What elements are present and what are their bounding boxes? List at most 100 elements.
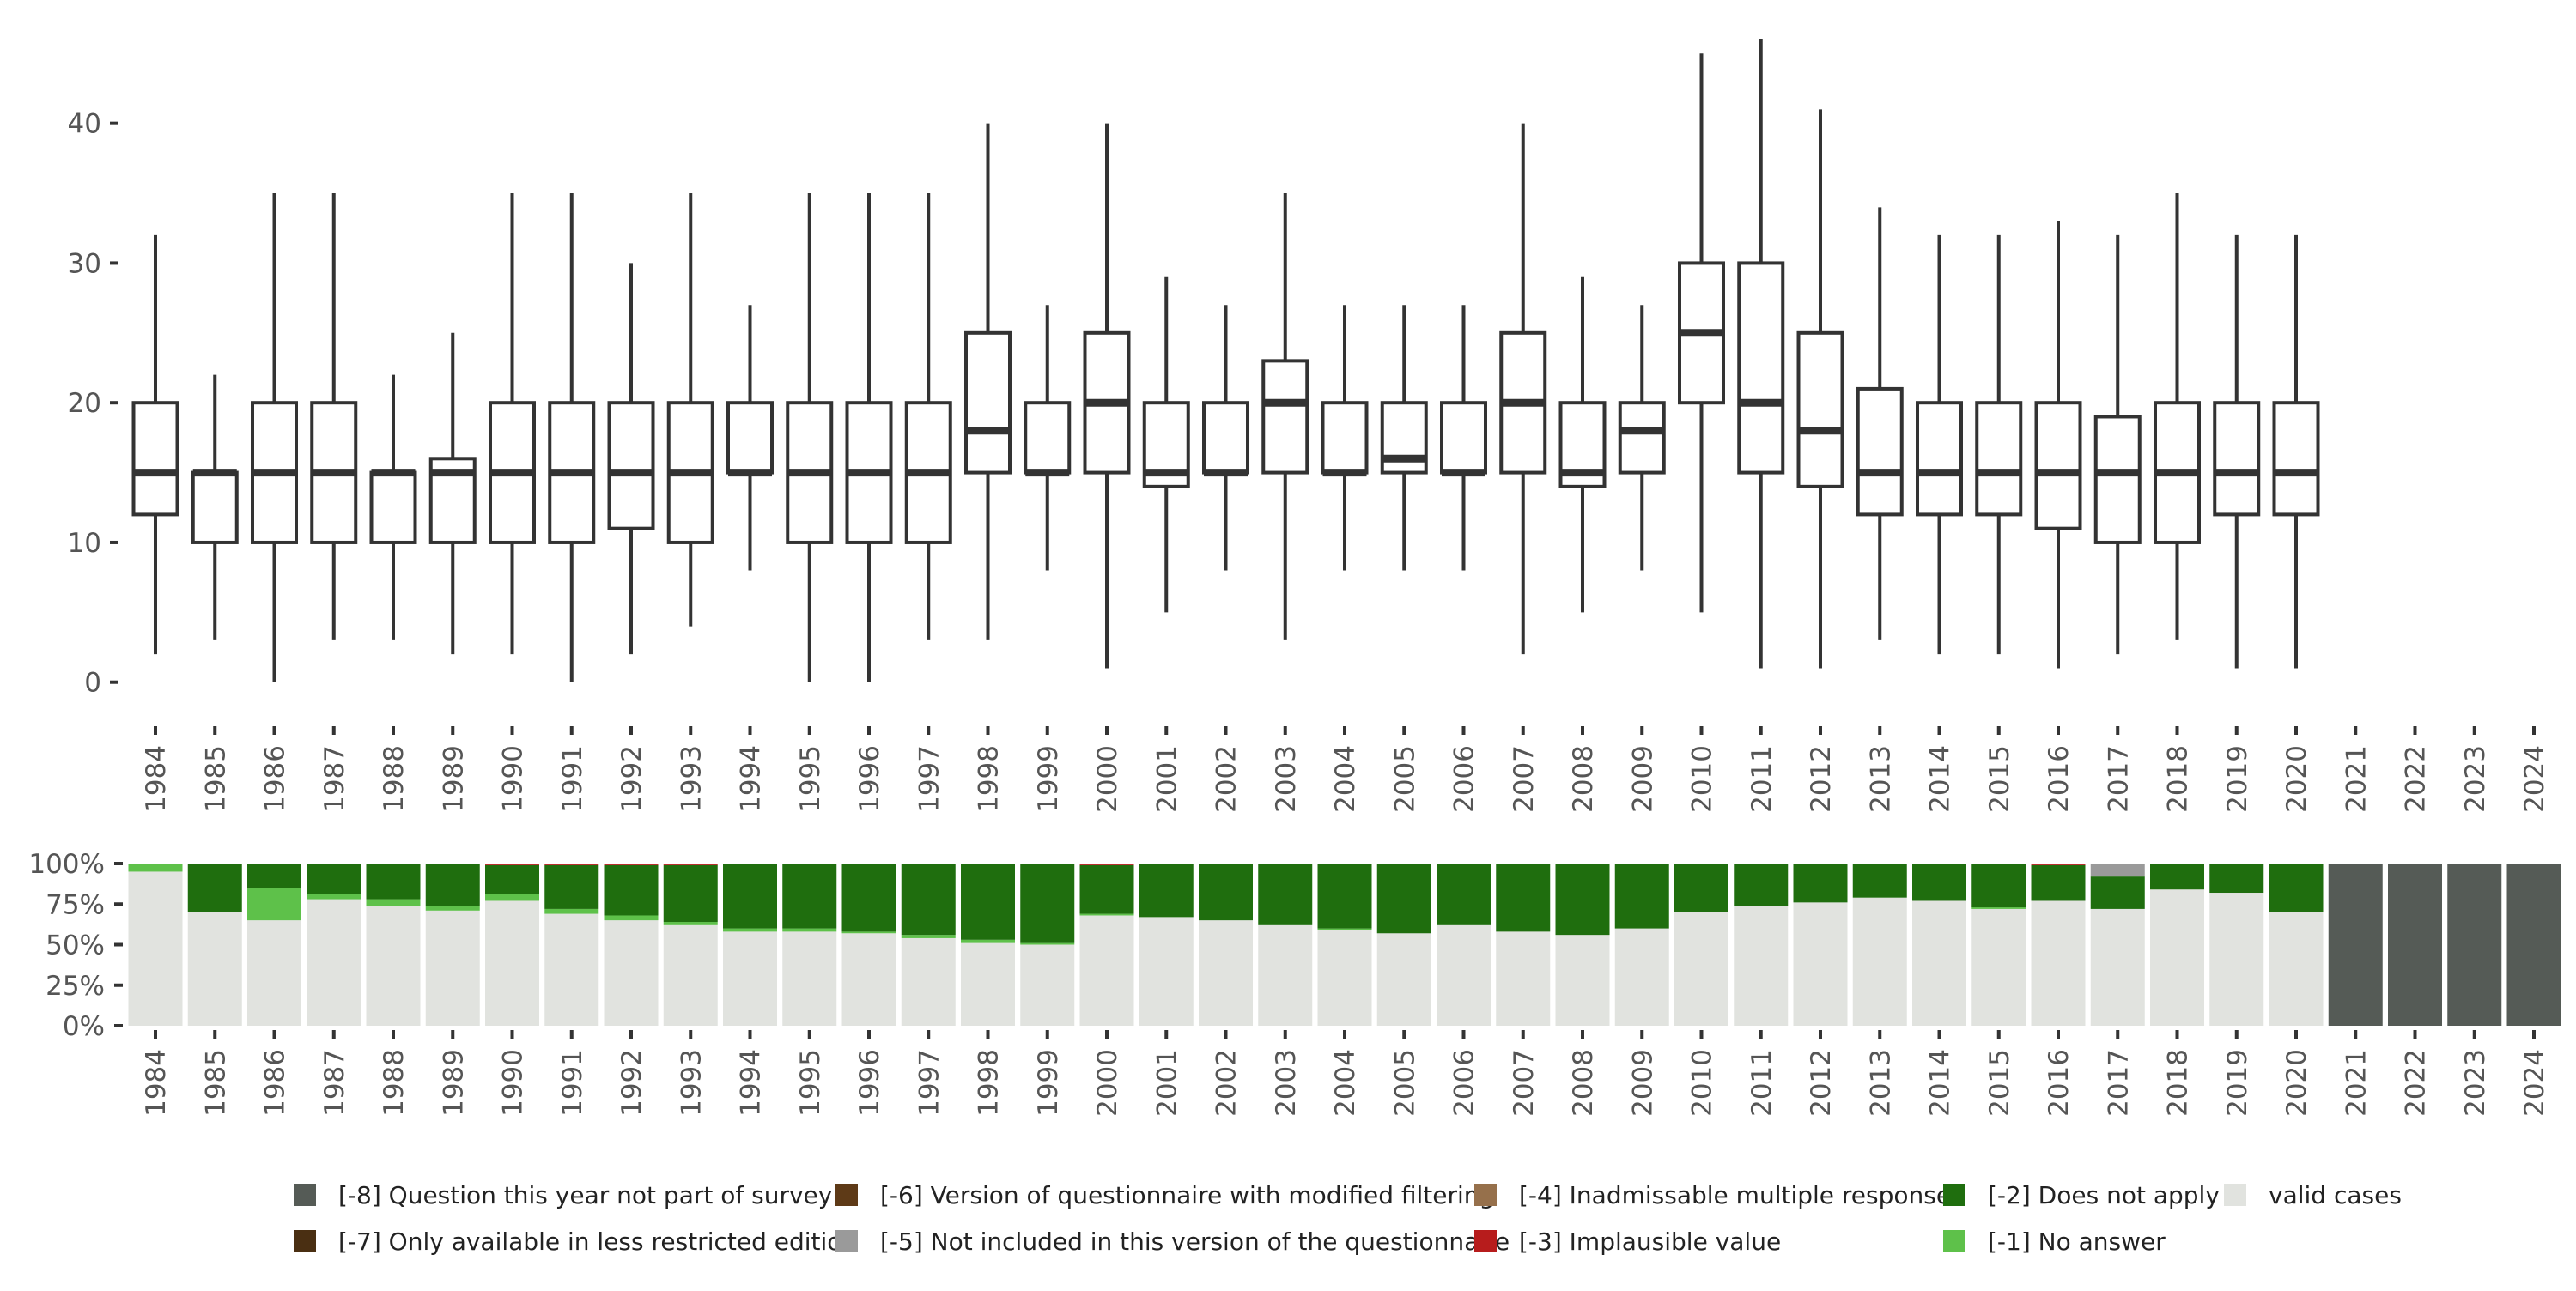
box-iqr (2093, 415, 2142, 544)
x-tick-label: 2018 (2163, 1049, 2194, 1117)
bar-segment (663, 922, 718, 925)
bar-segment (247, 920, 301, 1026)
x-tick-label: 2016 (2044, 745, 2075, 813)
bar-segment (1674, 912, 1728, 1026)
x-tick-label: 1990 (498, 1049, 529, 1117)
box-iqr (1261, 359, 1309, 475)
bar-segment (1555, 935, 1610, 1026)
bar-segment (1614, 928, 1669, 1026)
x-tick-label: 2007 (1509, 745, 1540, 813)
bar-segment (663, 864, 718, 923)
bar-segment (1971, 908, 2026, 1026)
legend-swatch (1943, 1230, 1965, 1252)
bar-segment (485, 900, 539, 1026)
bar-segment (604, 864, 659, 865)
bar-segment (366, 864, 421, 900)
x-tick-label: 1997 (914, 1049, 945, 1117)
x-tick-label: 1985 (200, 745, 231, 813)
bar-segment (2150, 889, 2204, 1026)
x-tick-label: 1998 (974, 1049, 1005, 1117)
bar-segment (1496, 931, 1551, 1026)
legend-swatch (1474, 1184, 1497, 1206)
bar-segment (2031, 900, 2086, 1026)
box-iqr (1024, 401, 1072, 475)
box-iqr (1202, 401, 1249, 475)
x-tick-label: 2009 (1627, 1049, 1658, 1117)
x-tick-label: 1993 (676, 745, 707, 813)
x-tick-label: 2001 (1151, 1049, 1182, 1117)
x-tick-label: 2018 (2163, 745, 2194, 813)
legend-swatch (1474, 1230, 1497, 1252)
box-iqr (2272, 401, 2320, 517)
bar-segment (1079, 864, 1134, 914)
bar-segment (1079, 913, 1134, 916)
bar-segment (2269, 912, 2324, 1026)
x-tick-label: 1988 (379, 745, 410, 813)
x-tick-label: 1988 (379, 1049, 410, 1117)
x-tick-label: 1997 (914, 745, 945, 813)
x-tick-label: 2010 (1687, 1049, 1718, 1117)
bar-segment (604, 920, 659, 1026)
y-tick-label: 100% (28, 849, 105, 880)
bar-segment (2090, 864, 2145, 877)
bar-segment (425, 864, 480, 906)
bar-segment (1555, 864, 1610, 936)
bar-segment (961, 942, 1015, 1026)
x-tick-label: 2003 (1271, 1049, 1302, 1117)
y-tick-label: 0 (84, 668, 101, 699)
y-tick-label: 20 (68, 388, 101, 419)
x-tick-label: 1990 (498, 745, 529, 813)
x-tick-label: 2012 (1806, 745, 1837, 813)
bar-segment (1437, 864, 1491, 925)
x-tick-label: 1985 (200, 1049, 231, 1117)
bar-segment (723, 931, 777, 1026)
bar-segment (485, 894, 539, 901)
x-tick-label: 2022 (2401, 1049, 2432, 1117)
x-tick-label: 2003 (1271, 745, 1302, 813)
bar-segment (425, 906, 480, 911)
x-tick-label: 2021 (2341, 745, 2372, 813)
bar-segment (901, 864, 956, 936)
bar-segment (1852, 864, 1907, 898)
legend-swatch (835, 1184, 858, 1206)
bar-segment (1496, 864, 1551, 932)
box-iqr (2034, 401, 2082, 530)
bar-segment (128, 864, 183, 872)
bar-segment (2209, 893, 2264, 1026)
x-tick-label: 1999 (1033, 1049, 1064, 1117)
bar-segment (1437, 924, 1491, 1026)
bar-segment (604, 915, 659, 921)
x-tick-label: 2005 (1389, 1049, 1420, 1117)
box-iqr (726, 401, 774, 475)
x-tick-label: 1993 (676, 1049, 707, 1117)
y-tick-label: 50% (46, 930, 105, 961)
bar-segment (1317, 928, 1372, 930)
bar-segment (1258, 864, 1313, 925)
bar-segment (1912, 900, 1966, 1026)
x-tick-label: 2000 (1092, 745, 1123, 813)
bar-segment (1614, 864, 1669, 929)
bar-segment (841, 931, 896, 934)
bar-segment (2506, 864, 2561, 1026)
x-tick-label: 2001 (1151, 745, 1182, 813)
y-tick-label: 75% (46, 889, 105, 920)
bar-segment (544, 908, 599, 914)
x-tick-label: 2005 (1389, 745, 1420, 813)
x-tick-label: 1987 (319, 745, 350, 813)
bar-segment (1734, 864, 1789, 906)
bar-segment (1317, 864, 1372, 929)
legend-label: [-3] Implausible value (1519, 1227, 1781, 1256)
bar-segment (307, 864, 361, 894)
x-tick-label: 2012 (1806, 1049, 1837, 1117)
x-tick-label: 1991 (557, 1049, 588, 1117)
box-iqr (1796, 330, 1844, 488)
x-tick-label: 2024 (2519, 1049, 2550, 1117)
x-tick-label: 2017 (2103, 745, 2134, 813)
bar-segment (485, 864, 539, 894)
bar-segment (1734, 906, 1789, 1026)
x-tick-label: 1987 (319, 1049, 350, 1117)
bar-segment (2150, 864, 2204, 890)
bar-segment (1079, 915, 1134, 1026)
bar-segment (247, 888, 301, 921)
